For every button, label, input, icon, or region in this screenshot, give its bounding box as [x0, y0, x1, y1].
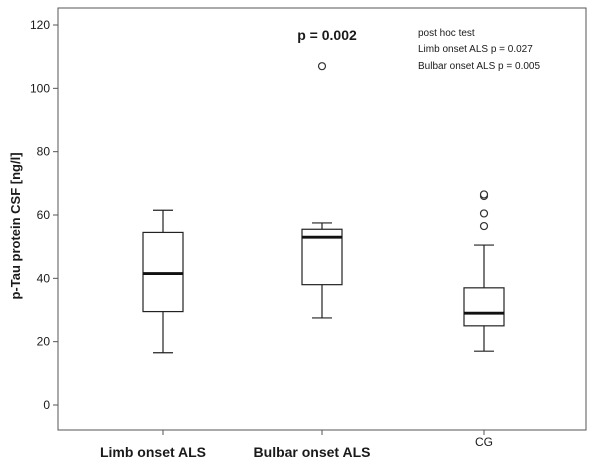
y-axis-ticks: 0 20 40 60 80 100 120	[30, 18, 58, 412]
posthoc-line-limb: Limb onset ALS p = 0.027	[418, 44, 533, 55]
y-tick-label: 40	[37, 271, 51, 285]
y-tick-label: 80	[37, 145, 51, 159]
iqr-box	[142, 231, 184, 313]
x-tick-label: Bulbar onset ALS	[254, 444, 371, 460]
y-tick-label: 60	[37, 208, 51, 222]
box-0	[142, 209, 184, 354]
y-axis-label: p-Tau protein CSF [ng/l]	[8, 152, 23, 299]
outliers	[317, 62, 489, 231]
outlier-point	[479, 209, 489, 218]
posthoc-title: post hoc test	[418, 28, 475, 39]
x-tick-label: CG	[475, 435, 493, 449]
iqr-box	[463, 287, 505, 327]
y-tick-label: 0	[43, 398, 50, 412]
outlier-point	[479, 221, 489, 231]
y-tick-label: 120	[30, 18, 50, 32]
box-1	[301, 222, 343, 319]
y-tick-label: 100	[30, 81, 50, 95]
p-value-annotation: p = 0.002	[297, 27, 357, 43]
posthoc-line-bulbar: Bulbar onset ALS p = 0.005	[418, 61, 540, 72]
outlier-point	[317, 62, 327, 71]
x-axis-ticks: Limb onset ALS Bulbar onset ALS CG	[100, 430, 493, 460]
outlier-point	[479, 190, 489, 199]
y-tick-label: 20	[37, 335, 51, 349]
box-2	[463, 244, 505, 352]
boxes	[142, 209, 505, 354]
x-tick-label: Limb onset ALS	[100, 444, 206, 460]
